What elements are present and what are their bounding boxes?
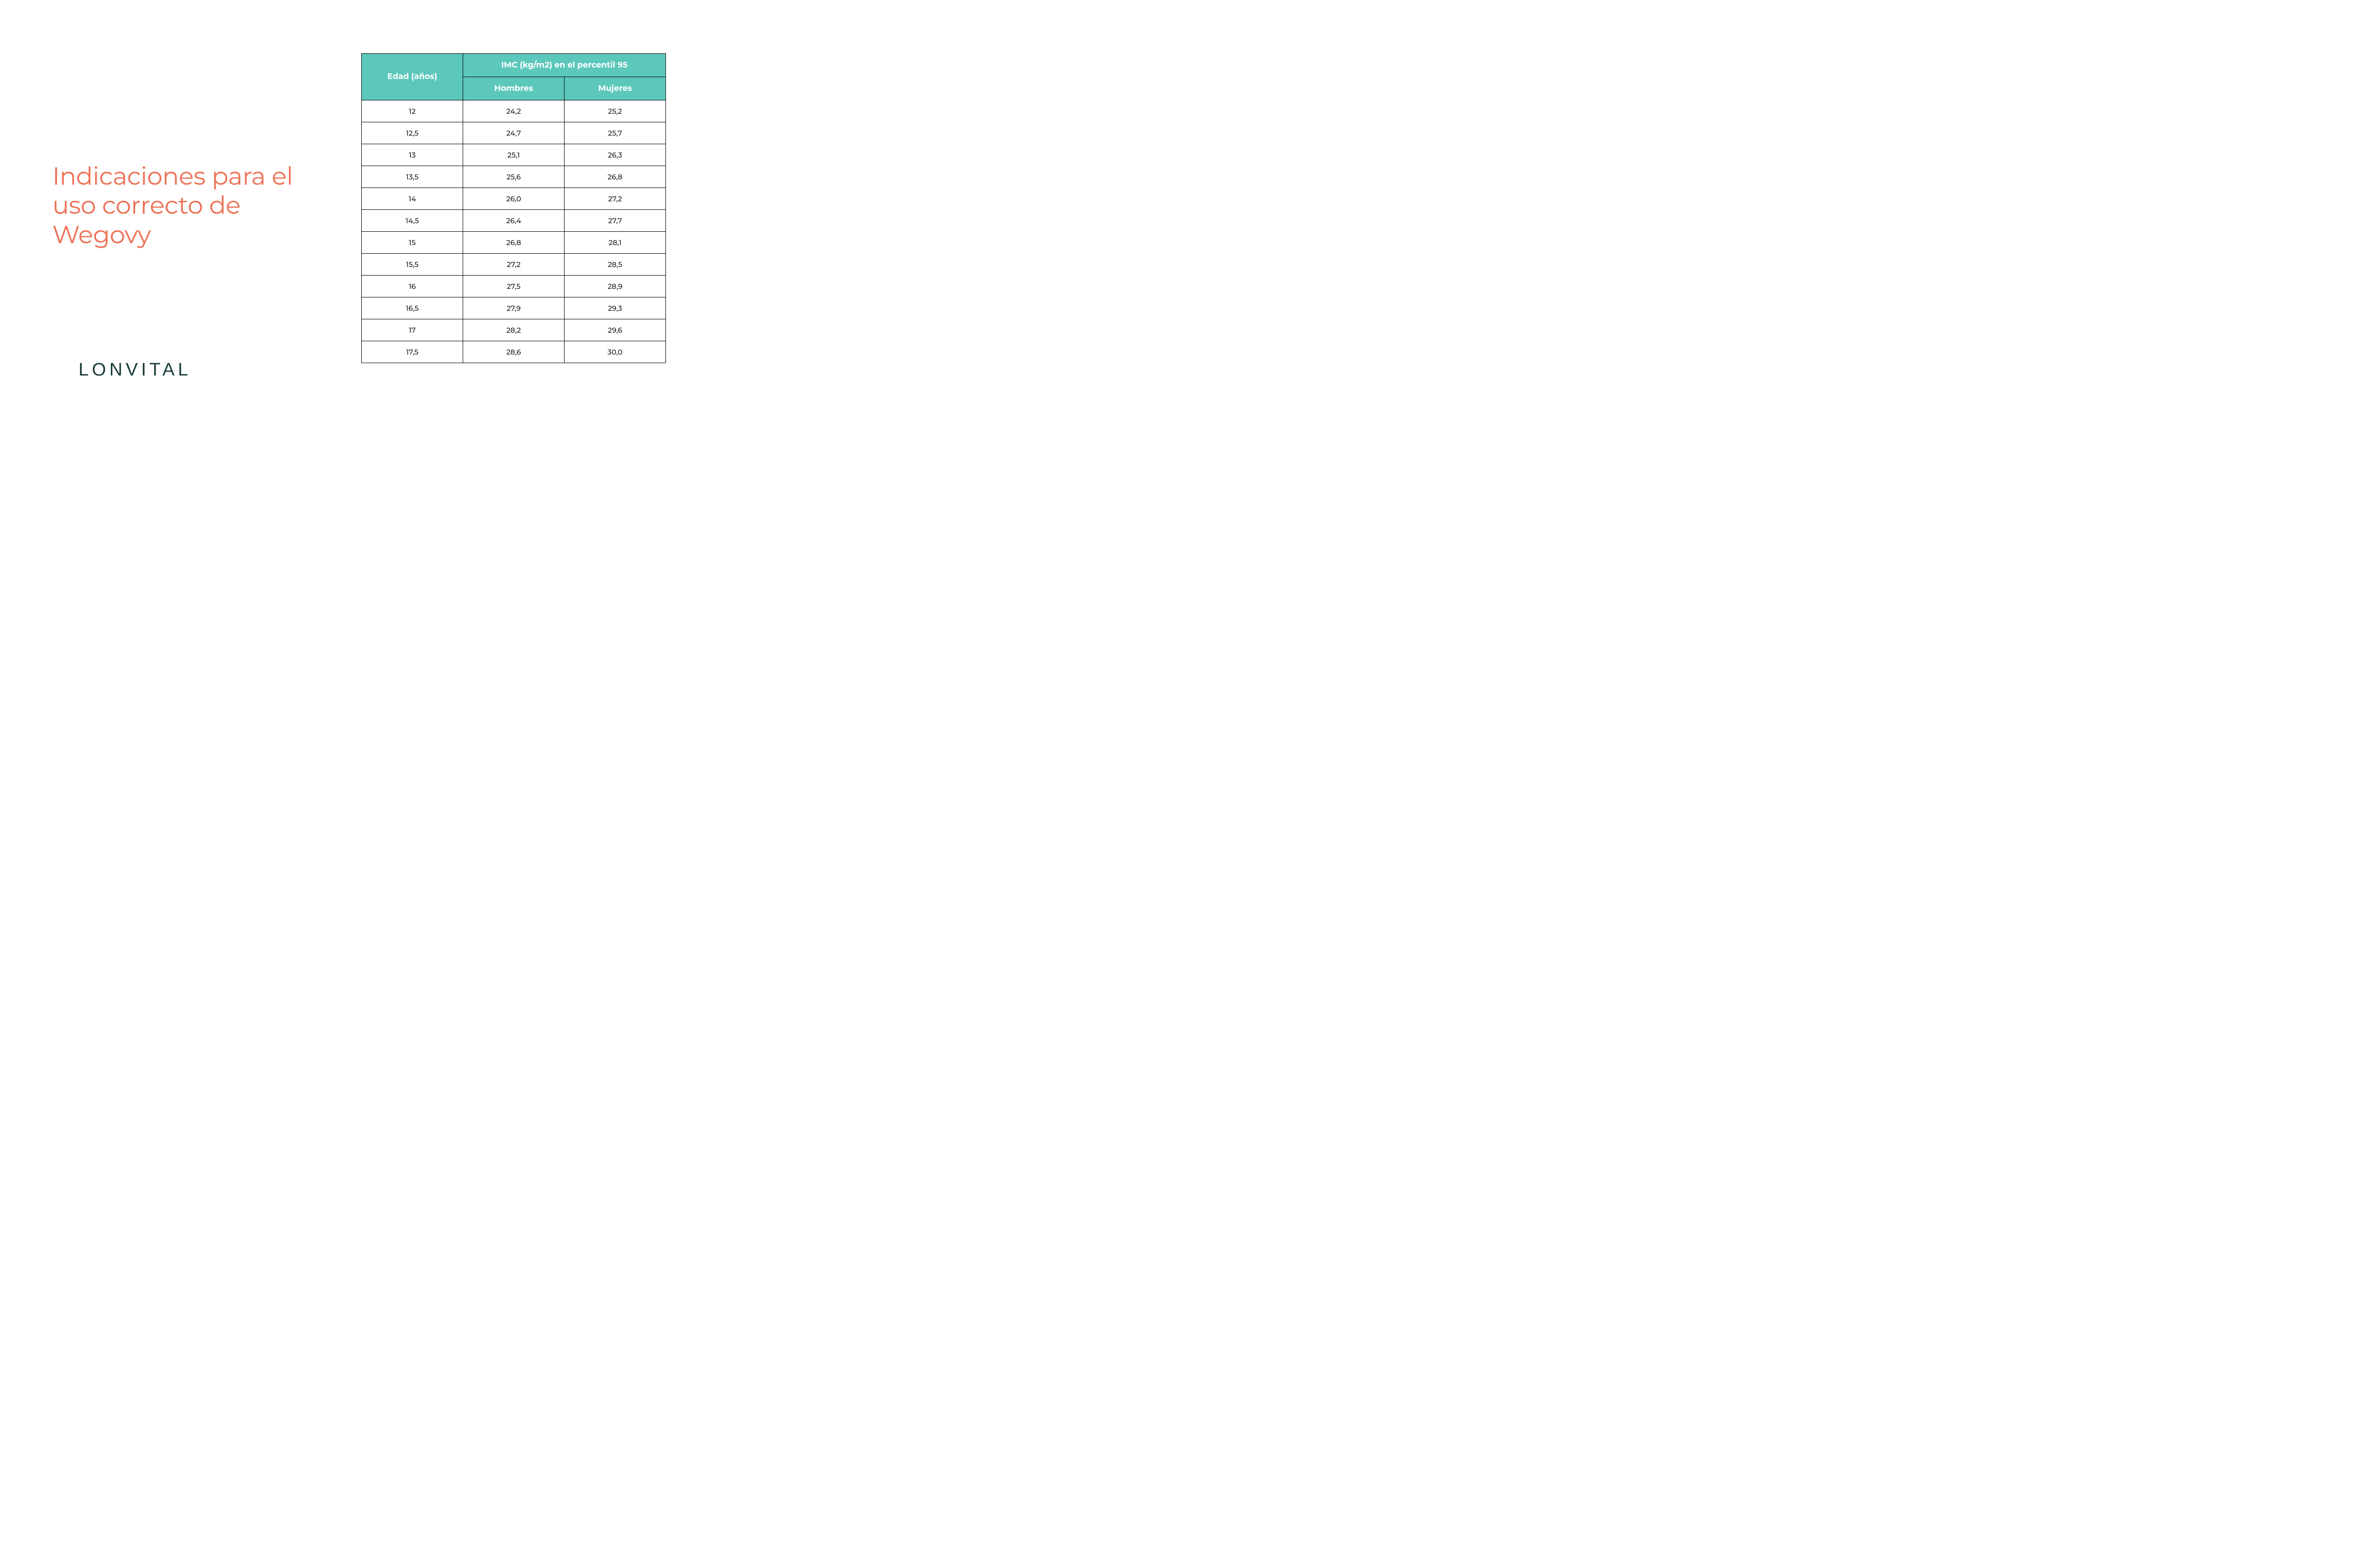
cell-hombres: 25,1 (463, 144, 565, 166)
page-title: Indicaciones para el uso correcto de Weg… (52, 162, 315, 249)
cell-age: 12,5 (362, 122, 463, 144)
brand-logo: LONVITAL (79, 360, 191, 380)
table-row: 16,527,929,3 (362, 297, 666, 319)
cell-age: 17,5 (362, 341, 463, 363)
cell-age: 13,5 (362, 166, 463, 188)
cell-hombres: 26,4 (463, 209, 565, 231)
table-header-row-1: Edad (años) IMC (kg/m2) en el percentil … (362, 53, 666, 77)
table-row: 17,528,630,0 (362, 341, 666, 363)
cell-mujeres: 29,3 (565, 297, 666, 319)
table-header: Edad (años) IMC (kg/m2) en el percentil … (362, 53, 666, 100)
right-column: Edad (años) IMC (kg/m2) en el percentil … (334, 49, 693, 363)
table-row: 13,525,626,8 (362, 166, 666, 188)
cell-age: 17 (362, 319, 463, 341)
page-container: Indicaciones para el uso correcto de Weg… (0, 0, 731, 411)
cell-age: 15 (362, 231, 463, 253)
cell-mujeres: 28,9 (565, 275, 666, 297)
cell-hombres: 26,8 (463, 231, 565, 253)
cell-hombres: 24,2 (463, 100, 565, 122)
cell-mujeres: 27,7 (565, 209, 666, 231)
cell-mujeres: 26,8 (565, 166, 666, 188)
cell-hombres: 27,2 (463, 253, 565, 275)
cell-hombres: 24,7 (463, 122, 565, 144)
cell-age: 12 (362, 100, 463, 122)
cell-hombres: 28,6 (463, 341, 565, 363)
cell-mujeres: 30,0 (565, 341, 666, 363)
cell-age: 16,5 (362, 297, 463, 319)
cell-mujeres: 25,2 (565, 100, 666, 122)
table-row: 1627,528,9 (362, 275, 666, 297)
table-body: 1224,225,212,524,725,71325,126,313,525,6… (362, 100, 666, 363)
table-row: 1426,027,2 (362, 188, 666, 209)
cell-mujeres: 26,3 (565, 144, 666, 166)
header-hombres: Hombres (463, 77, 565, 100)
cell-mujeres: 28,1 (565, 231, 666, 253)
table-row: 12,524,725,7 (362, 122, 666, 144)
cell-mujeres: 25,7 (565, 122, 666, 144)
imc-table: Edad (años) IMC (kg/m2) en el percentil … (361, 53, 666, 363)
cell-hombres: 27,9 (463, 297, 565, 319)
cell-age: 14,5 (362, 209, 463, 231)
cell-age: 15,5 (362, 253, 463, 275)
cell-hombres: 26,0 (463, 188, 565, 209)
header-age: Edad (años) (362, 53, 463, 100)
cell-mujeres: 27,2 (565, 188, 666, 209)
header-imc-span: IMC (kg/m2) en el percentil 95 (463, 53, 666, 77)
table-row: 1526,828,1 (362, 231, 666, 253)
cell-age: 16 (362, 275, 463, 297)
cell-mujeres: 29,6 (565, 319, 666, 341)
cell-age: 14 (362, 188, 463, 209)
table-row: 1325,126,3 (362, 144, 666, 166)
cell-hombres: 27,5 (463, 275, 565, 297)
table-row: 1728,229,6 (362, 319, 666, 341)
cell-hombres: 28,2 (463, 319, 565, 341)
cell-mujeres: 28,5 (565, 253, 666, 275)
table-row: 1224,225,2 (362, 100, 666, 122)
table-row: 15,527,228,5 (362, 253, 666, 275)
cell-age: 13 (362, 144, 463, 166)
left-column: Indicaciones para el uso correcto de Weg… (52, 162, 334, 249)
header-mujeres: Mujeres (565, 77, 666, 100)
cell-hombres: 25,6 (463, 166, 565, 188)
table-row: 14,526,427,7 (362, 209, 666, 231)
